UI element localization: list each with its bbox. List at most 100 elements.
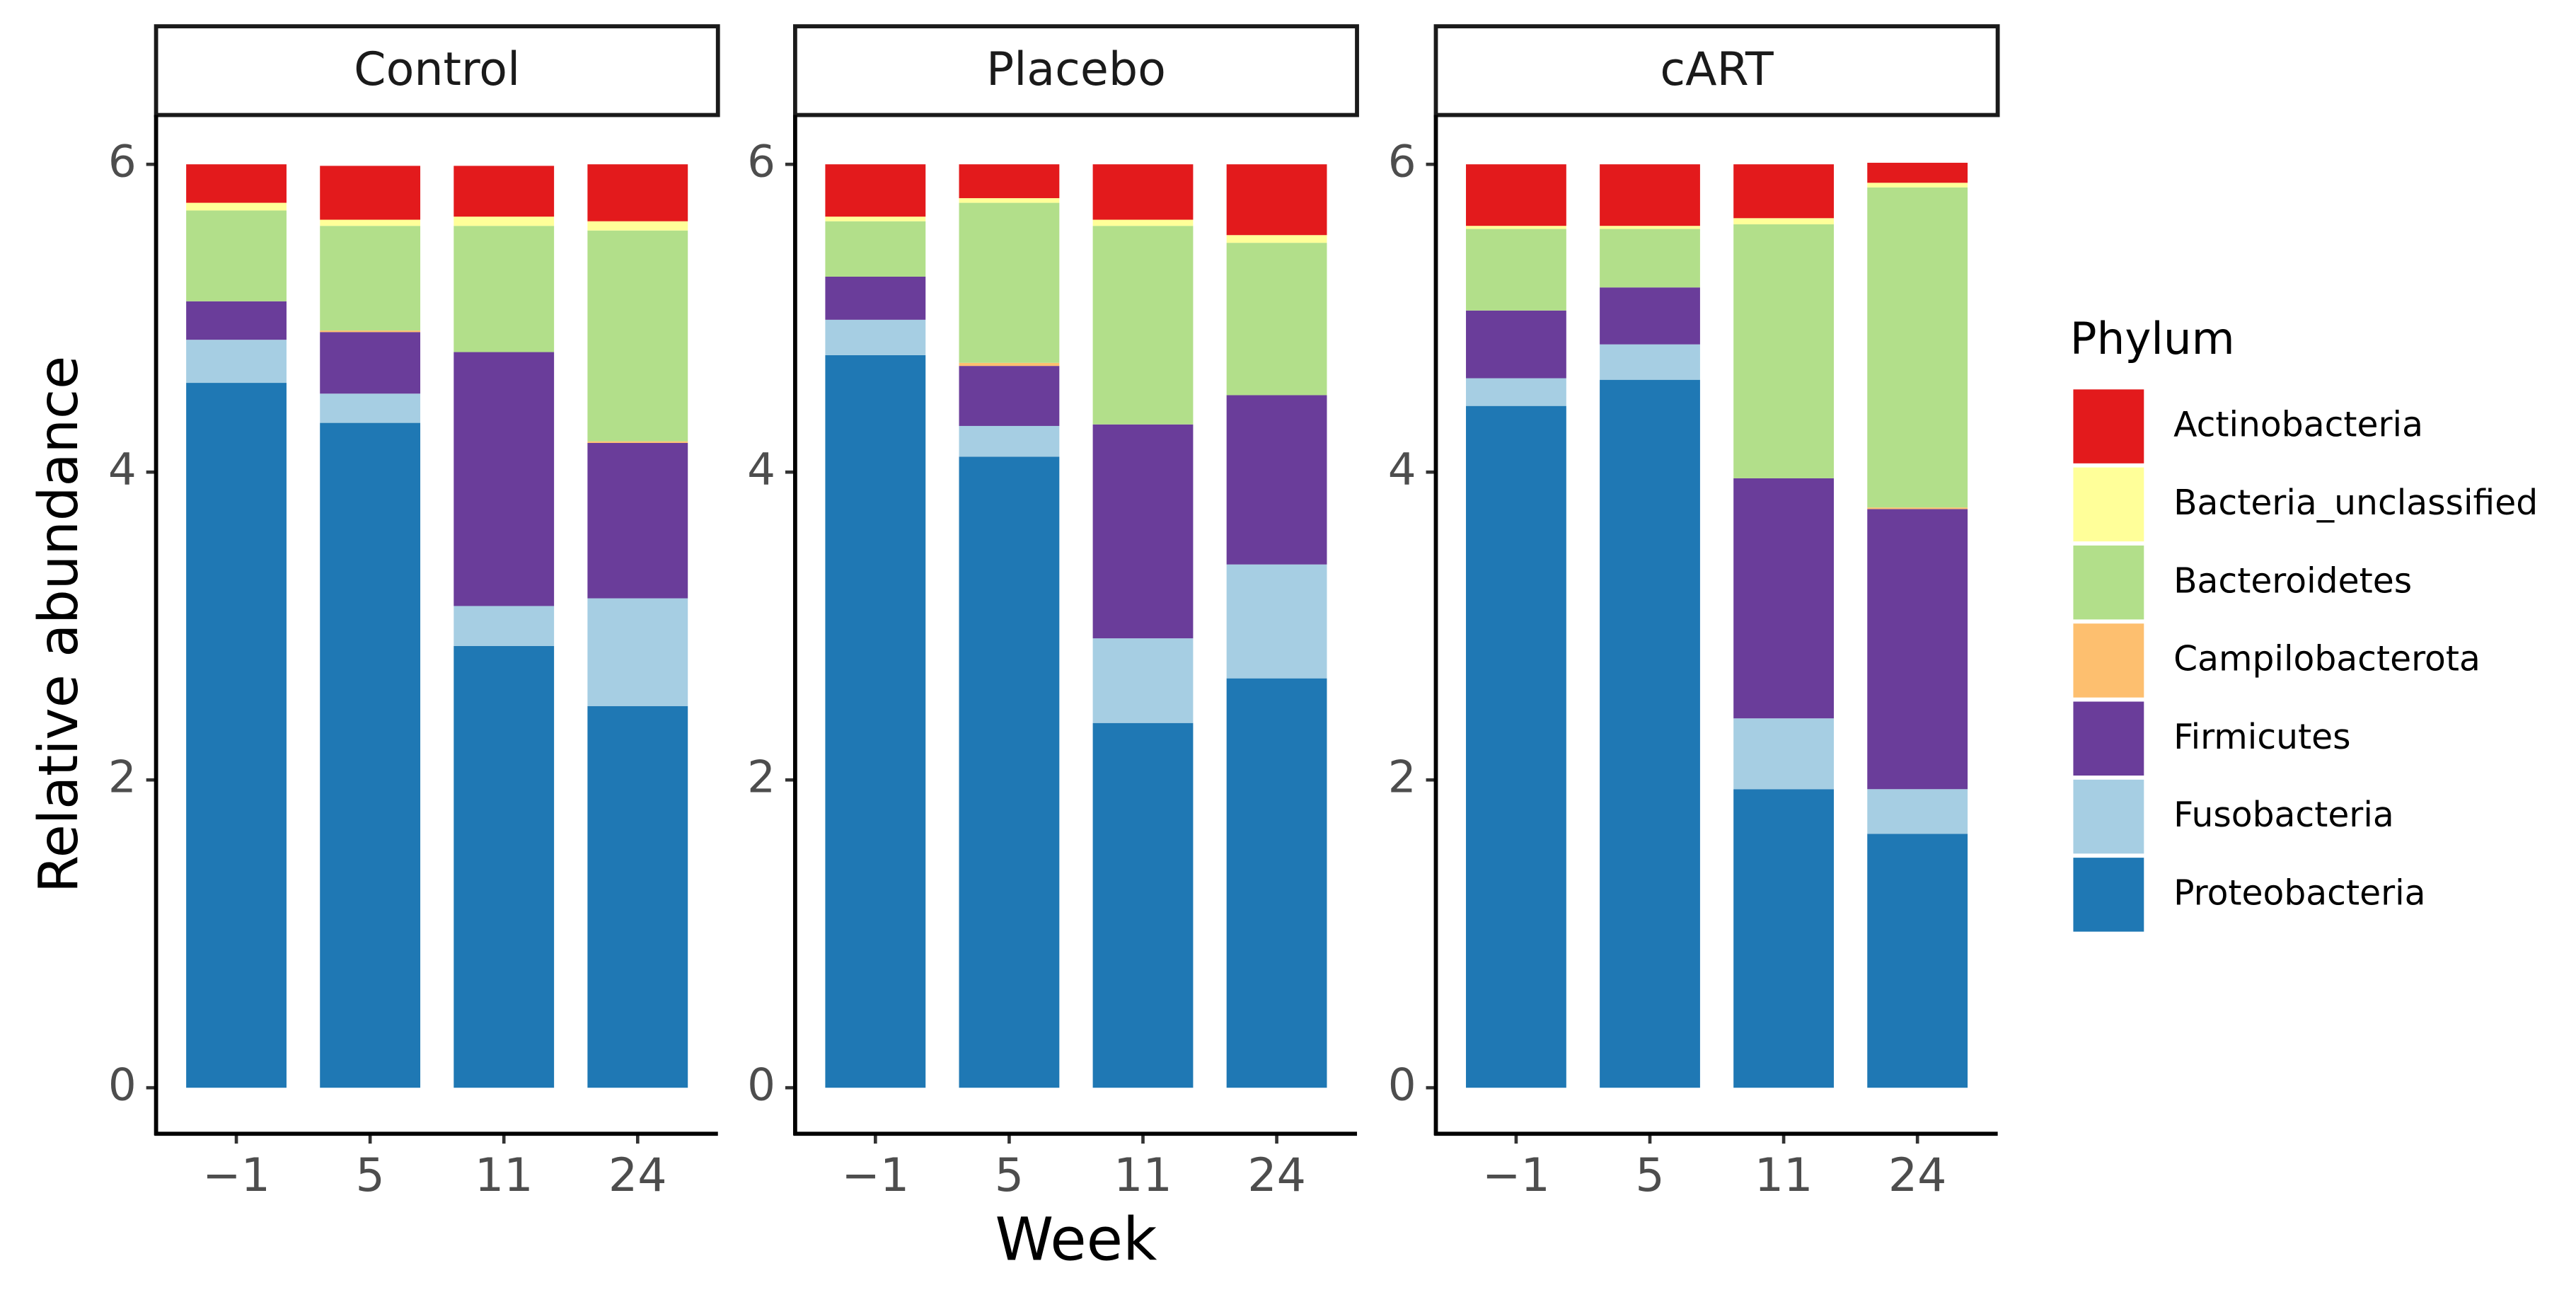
bar-segment xyxy=(1867,507,1968,509)
y-tick-label: 2 xyxy=(747,751,775,802)
legend-label: Actinobacteria xyxy=(2173,405,2423,445)
bar-segment xyxy=(1867,834,1968,1088)
bar-segment xyxy=(959,366,1060,426)
bar-segment xyxy=(1092,226,1194,425)
x-tick-label: −1 xyxy=(202,1149,270,1202)
y-tick-label: 4 xyxy=(108,443,137,495)
bar-segment xyxy=(320,166,421,220)
bar-segment xyxy=(186,202,287,211)
bar-segment xyxy=(1092,638,1194,723)
y-tick-label: 0 xyxy=(1388,1059,1416,1110)
legend-key xyxy=(2073,779,2144,854)
x-tick-label: 11 xyxy=(475,1149,533,1202)
legend-label: Proteobacteria xyxy=(2173,874,2425,914)
bar-segment xyxy=(1600,229,1700,288)
bar-segment xyxy=(587,230,688,442)
x-tick-label: 24 xyxy=(608,1149,667,1202)
bar-segment xyxy=(1600,344,1700,380)
strip-label: Control xyxy=(354,43,520,96)
strip xyxy=(154,24,720,117)
bar-segment xyxy=(320,332,421,394)
y-tick-label: 6 xyxy=(747,135,775,187)
bar-segment xyxy=(1733,478,1835,719)
legend-key xyxy=(2073,545,2144,620)
bar-segment xyxy=(959,202,1060,363)
bar-segment xyxy=(320,219,421,226)
y-tick-label: 2 xyxy=(108,751,137,802)
bar-segment xyxy=(1466,164,1566,226)
bar-segment xyxy=(1867,183,1968,188)
bar-segment xyxy=(1226,235,1327,243)
x-tick-label: 5 xyxy=(995,1149,1024,1202)
bar-segment xyxy=(320,393,421,423)
bar-segment xyxy=(320,422,421,1088)
bar-segment xyxy=(186,210,287,301)
bar-segment xyxy=(1733,218,1835,225)
bar-segment xyxy=(587,598,688,706)
bar-segment xyxy=(1092,164,1194,220)
bar-segment xyxy=(959,456,1060,1088)
strip-label: Placebo xyxy=(986,43,1166,96)
bar-segment xyxy=(1092,219,1194,226)
legend-key xyxy=(2073,467,2144,542)
y-tick-label: 4 xyxy=(747,443,775,495)
bar-segment xyxy=(1226,564,1327,679)
bar-segment xyxy=(1466,310,1566,379)
x-axis-title: Week xyxy=(995,1205,1157,1274)
bar-segment xyxy=(186,301,287,340)
strip xyxy=(792,24,1359,117)
bar-segment xyxy=(1092,424,1194,639)
legend-title: Phylum xyxy=(2070,313,2235,364)
x-tick-label: 24 xyxy=(1247,1149,1306,1202)
y-tick-label: 6 xyxy=(1388,135,1416,187)
bar-segment xyxy=(1600,379,1700,1088)
bar-segment xyxy=(1226,164,1327,236)
bar-segment xyxy=(587,705,688,1088)
y-axis-title: Relative abundance xyxy=(28,356,91,893)
x-tick-label: 11 xyxy=(1114,1149,1172,1202)
legend-label: Fusobacteria xyxy=(2173,795,2394,835)
y-tick-label: 4 xyxy=(1388,443,1416,495)
bar-segment xyxy=(1733,164,1835,219)
bar-segment xyxy=(186,340,287,384)
legend-key xyxy=(2073,858,2144,932)
bar-segment xyxy=(1092,722,1194,1088)
y-tick-label: 2 xyxy=(1388,751,1416,802)
bar-segment xyxy=(1867,789,1968,834)
bar-segment xyxy=(825,221,926,277)
x-tick-label: 5 xyxy=(355,1149,384,1202)
bar-segment xyxy=(1466,226,1566,229)
bar-segment xyxy=(1226,395,1327,565)
bar-segment xyxy=(454,352,555,606)
strip xyxy=(1433,24,2000,117)
bar-segment xyxy=(186,164,287,203)
bar-segment xyxy=(1867,187,1968,508)
y-tick-label: 0 xyxy=(108,1059,137,1110)
bar-segment xyxy=(959,164,1060,199)
bar-segment xyxy=(959,362,1060,367)
x-tick-label: 24 xyxy=(1888,1149,1947,1202)
legend-label: Bacteria_unclassified xyxy=(2173,483,2538,523)
bar-segment xyxy=(1867,163,1968,183)
bar-segment xyxy=(1466,405,1566,1088)
bar-segment xyxy=(454,217,555,226)
bar-segment xyxy=(454,645,555,1088)
bar-segment xyxy=(320,226,421,331)
legend-label: Campilobacterota xyxy=(2173,640,2480,679)
x-tick-label: 11 xyxy=(1755,1149,1813,1202)
bar-segment xyxy=(454,226,555,352)
y-tick-label: 0 xyxy=(747,1059,775,1110)
bar-segment xyxy=(1600,226,1700,229)
bar-segment xyxy=(1733,789,1835,1088)
bar-segment xyxy=(959,198,1060,203)
legend-key xyxy=(2073,389,2144,463)
bar-segment xyxy=(825,217,926,221)
bar-segment xyxy=(1733,718,1835,790)
x-tick-label: −1 xyxy=(841,1149,909,1202)
legend-label: Bacteroidetes xyxy=(2173,561,2412,601)
bar-segment xyxy=(454,606,555,646)
legend-key xyxy=(2073,701,2144,776)
bar-segment xyxy=(1733,224,1835,478)
